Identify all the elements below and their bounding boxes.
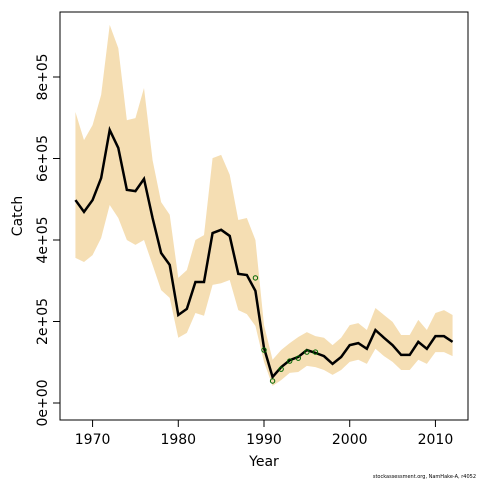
observation-point — [278, 366, 284, 372]
footnote: stockassessment.org, NamHake-A, r4052 — [373, 474, 476, 480]
y-tick-label: 6e+05 — [35, 135, 51, 182]
x-tick-label: 1980 — [160, 432, 196, 448]
y-tick-label: 2e+05 — [35, 298, 51, 345]
y-tick-label: 4e+05 — [35, 216, 51, 263]
observation-point — [295, 355, 301, 361]
x-tick-label: 2010 — [418, 432, 454, 448]
observation-point — [261, 347, 267, 353]
x-axis-label: Year — [248, 454, 279, 470]
x-tick-label: 1990 — [246, 432, 282, 448]
x-tick-label: 2000 — [332, 432, 368, 448]
x-tick-label: 1970 — [75, 432, 111, 448]
observation-point — [304, 349, 310, 355]
y-tick-label: 8e+05 — [35, 53, 51, 100]
observation-point — [269, 378, 276, 384]
observation-point — [312, 349, 319, 355]
y-axis-label: Catch — [10, 196, 26, 236]
y-tick-label: 0e+00 — [35, 379, 51, 426]
confidence-band — [75, 24, 453, 386]
observation-point — [287, 358, 293, 364]
observation-point — [252, 275, 259, 281]
